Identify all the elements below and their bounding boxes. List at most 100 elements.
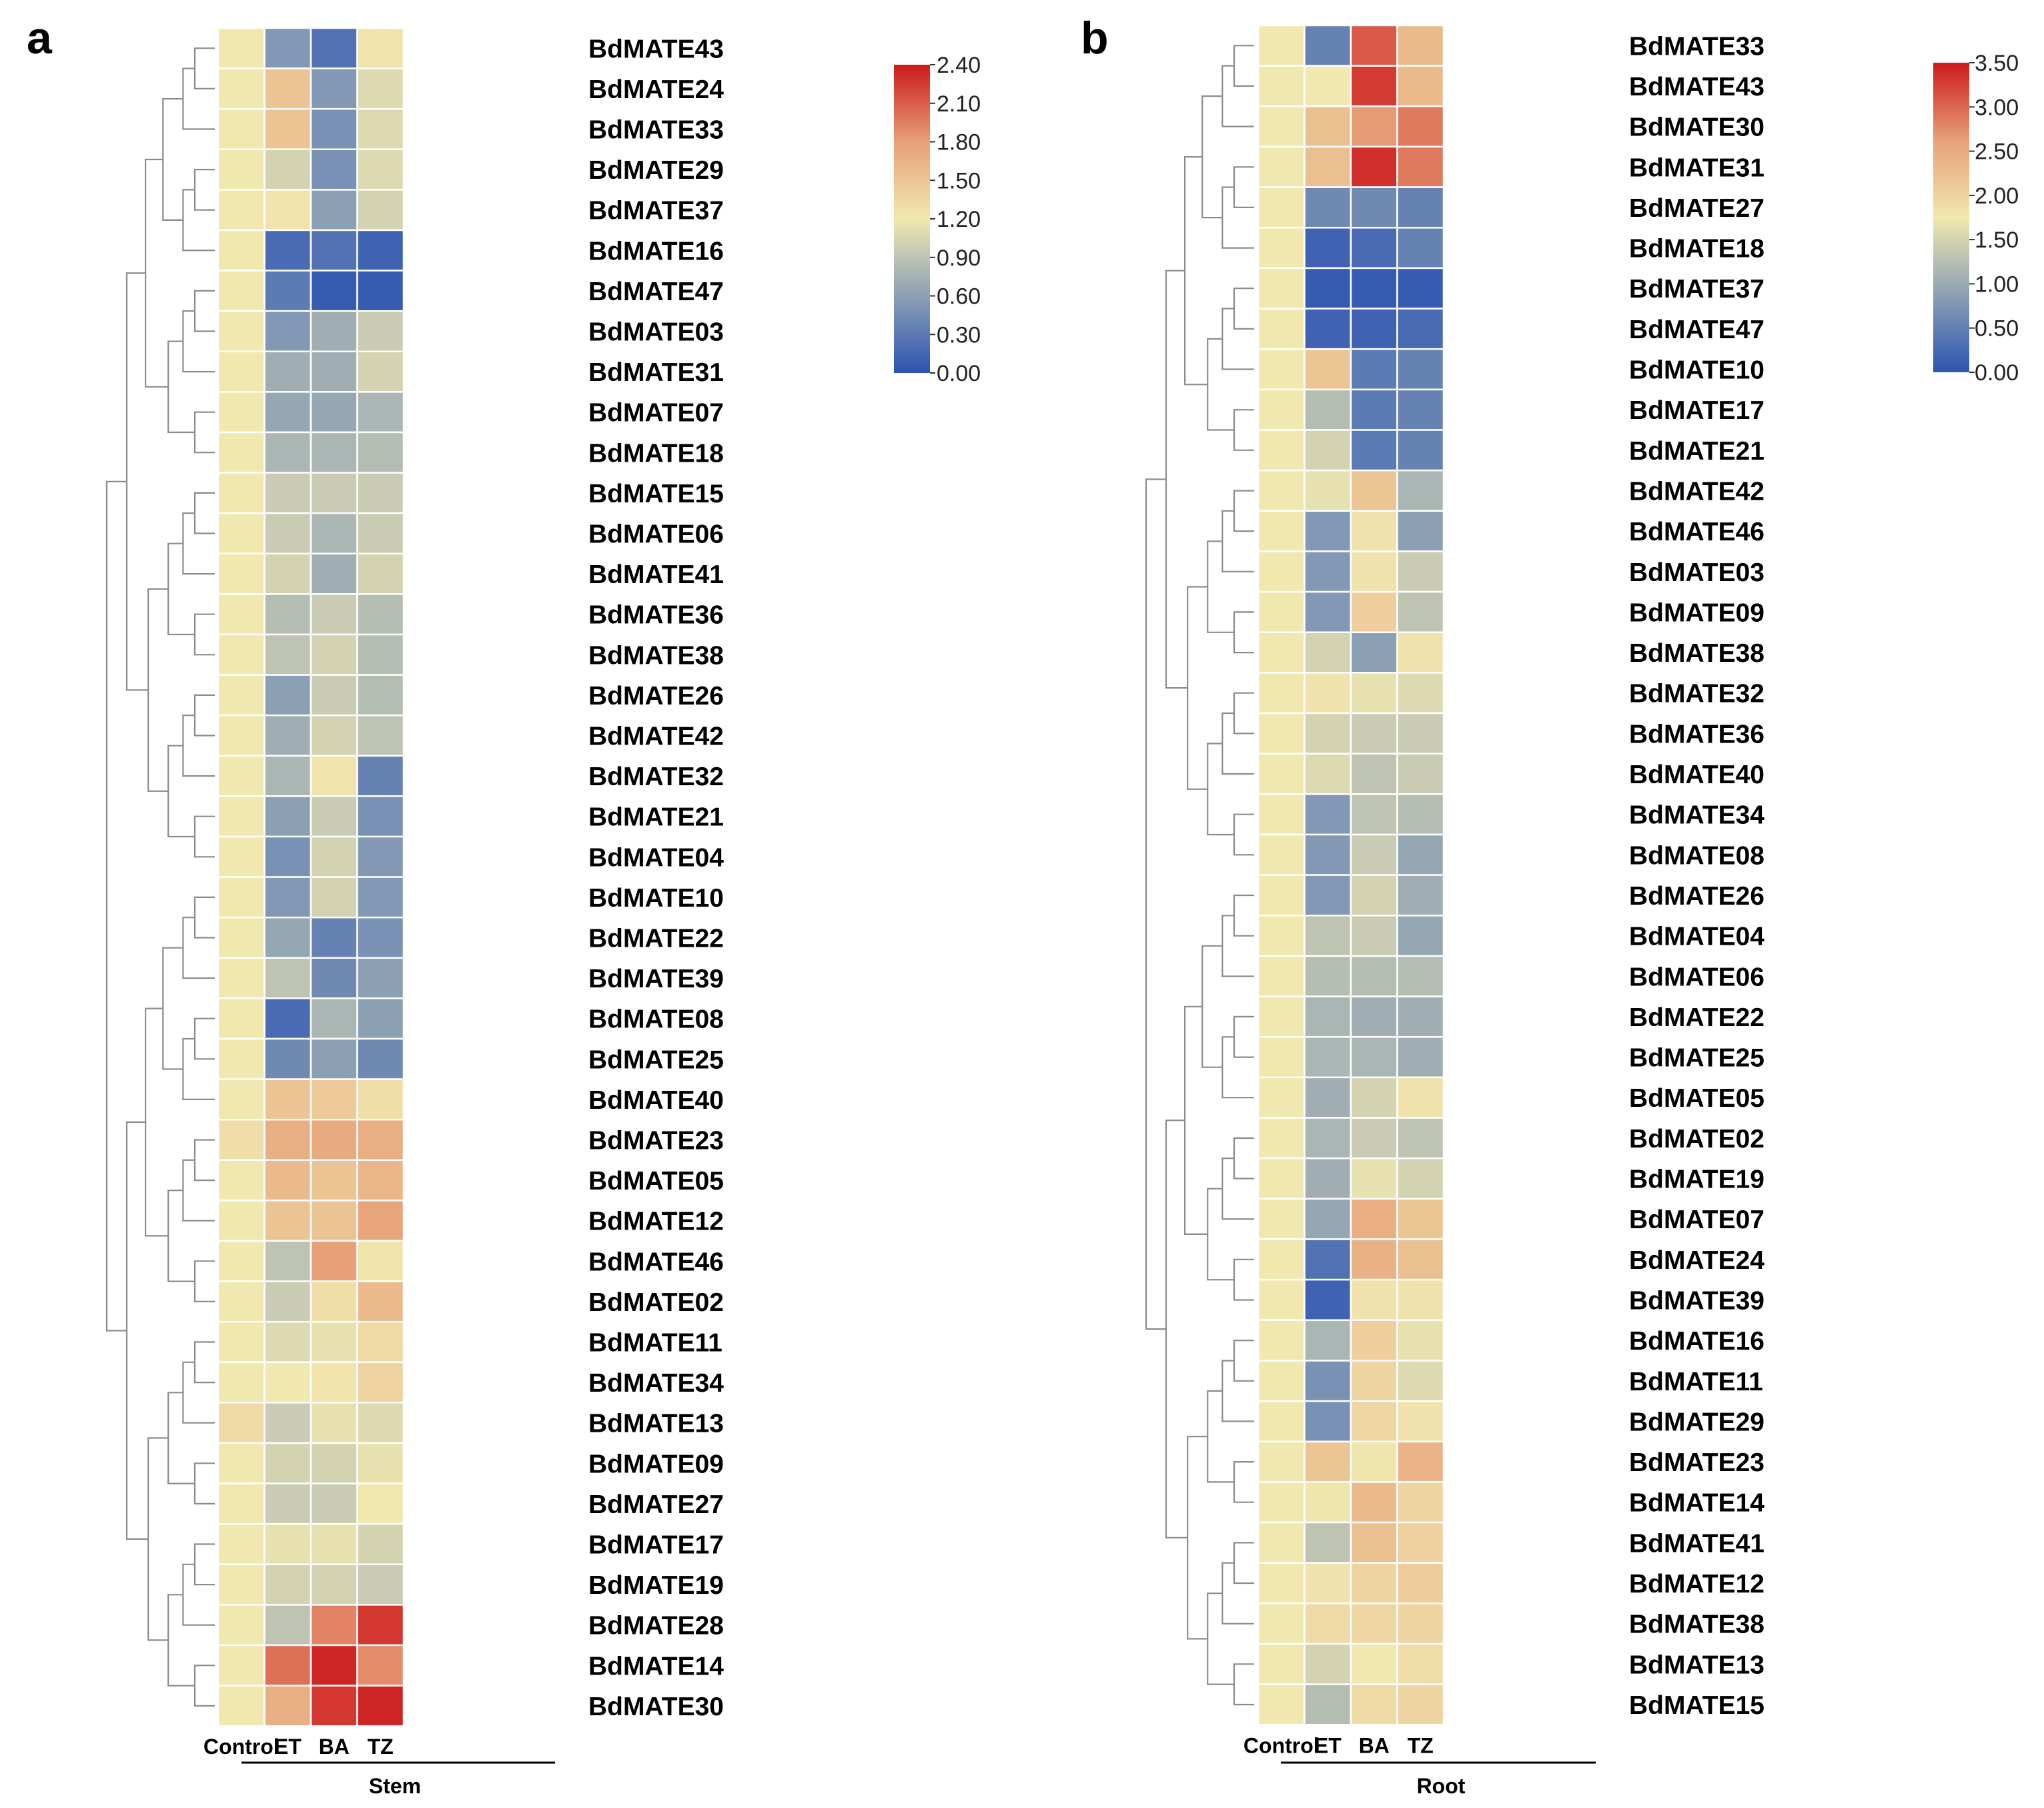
heatmap-cell: [217, 997, 266, 1040]
heatmap-cell: [1350, 1238, 1398, 1281]
heatmap-cell: [217, 835, 266, 878]
heatmap-cell: [217, 1320, 266, 1364]
heatmap-cell: [356, 391, 405, 434]
heatmap-cell: [1257, 874, 1306, 917]
heatmap-cell: [217, 270, 266, 312]
heatmap-cell: [1396, 65, 1445, 107]
heatmap-cell: [1396, 995, 1445, 1038]
row-label: BdMATE30: [1629, 113, 1764, 142]
heatmap-cell: [264, 997, 312, 1040]
heatmap-cell: [217, 1280, 266, 1323]
heatmap-cell: [1396, 1157, 1445, 1200]
heatmap-cell: [310, 1644, 358, 1687]
heatmap-cell: [1396, 1400, 1445, 1442]
row-label: BdMATE13: [1629, 1651, 1764, 1679]
heatmap-cell: [1350, 1521, 1398, 1564]
heatmap-cell: [1304, 672, 1352, 715]
heatmap-cell: [1396, 631, 1445, 674]
row-label: BdMATE02: [1629, 1125, 1764, 1154]
heatmap-cell: [310, 1118, 358, 1162]
heatmap-cell: [217, 67, 266, 110]
row-label: BdMATE37: [1629, 275, 1764, 304]
row-label: BdMATE13: [588, 1410, 724, 1438]
colorbar-tick-label: 1.80: [937, 130, 981, 155]
heatmap-cell: [264, 431, 312, 474]
row-label: BdMATE08: [1629, 841, 1764, 870]
row-label: BdMATE31: [588, 358, 724, 387]
heatmap-cell: [310, 795, 358, 838]
row-label: BdMATE07: [588, 399, 724, 428]
row-label: BdMATE18: [1629, 235, 1764, 264]
heatmap-cell: [1396, 1076, 1445, 1119]
heatmap-cell: [1304, 65, 1352, 107]
row-label: BdMATE21: [1629, 437, 1764, 466]
colorbar-tick-label: 0.50: [1975, 316, 2019, 342]
row-label: BdMATE46: [1629, 518, 1764, 546]
heatmap-cell: [217, 1522, 266, 1566]
column-label: Control: [1243, 1733, 1320, 1757]
heatmap-cell: [1304, 267, 1352, 310]
dendrogram-branch: [1145, 478, 1166, 1330]
heatmap-cell: [310, 67, 358, 110]
heatmap-cell: [1257, 1400, 1306, 1442]
heatmap-cell: [1304, 308, 1352, 350]
heatmap-cell: [1350, 1117, 1398, 1160]
heatmap-cell: [1304, 469, 1352, 512]
row-label: BdMATE06: [588, 520, 724, 549]
heatmap-cell: [264, 1159, 312, 1202]
heatmap-cell: [264, 270, 312, 312]
heatmap-cell: [264, 1482, 312, 1525]
heatmap-cell: [310, 1563, 358, 1606]
heatmap-cell: [217, 714, 266, 757]
heatmap-cell: [264, 755, 312, 797]
heatmap-cell: [1396, 186, 1445, 229]
heatmap-cell: [264, 957, 312, 999]
heatmap-cell: [1304, 1603, 1352, 1645]
heatmap-cell: [1257, 348, 1306, 391]
heatmap-cell: [264, 1563, 312, 1606]
row-label: BdMATE27: [588, 1490, 724, 1519]
heatmap-cell: [1396, 267, 1445, 310]
column-label: TZ: [368, 1735, 394, 1759]
heatmap-cell: [1350, 590, 1398, 633]
heatmap-cell: [1396, 1117, 1445, 1160]
heatmap-cell: [264, 310, 312, 353]
row-label: BdMATE09: [588, 1450, 724, 1478]
heatmap-cell: [356, 1442, 405, 1484]
heatmap-cell: [1257, 672, 1306, 715]
heatmap-cell: [1396, 712, 1445, 755]
heatmap-cell: [1257, 510, 1306, 552]
heatmap-cell: [264, 189, 312, 232]
heatmap-cell: [310, 1240, 358, 1282]
heatmap-cell: [1396, 1440, 1445, 1483]
heatmap-cell: [1257, 753, 1306, 795]
heatmap-cell: [1304, 145, 1352, 188]
row-label: BdMATE22: [588, 925, 724, 953]
heatmap-cell: [1350, 1603, 1398, 1645]
row-label: BdMATE10: [1629, 356, 1764, 385]
row-label: BdMATE11: [588, 1329, 722, 1358]
dendrogram-branch: [105, 480, 127, 1332]
row-label: BdMATE43: [1629, 73, 1764, 101]
heatmap-cell: [1257, 1562, 1306, 1605]
heatmap-cell: [1304, 510, 1352, 552]
row-label: BdMATE04: [1629, 923, 1764, 951]
row-label: BdMATE32: [588, 763, 724, 791]
row-label: BdMATE42: [1629, 478, 1764, 506]
row-label: BdMATE36: [588, 601, 724, 630]
heatmap-cell: [1257, 915, 1306, 957]
row-label: BdMATE17: [1629, 396, 1764, 425]
heatmap-cell: [217, 1604, 266, 1647]
row-label: BdMATE32: [1629, 680, 1764, 709]
heatmap-cell: [1304, 186, 1352, 229]
heatmap-cell: [1304, 1076, 1352, 1119]
heatmap-cell: [310, 350, 358, 393]
heatmap-cell: [1396, 510, 1445, 552]
heatmap-cell: [356, 1280, 405, 1323]
heatmap-cell: [1350, 469, 1398, 512]
heatmap-cell: [1396, 793, 1445, 836]
heatmap-cell: [356, 674, 405, 717]
heatmap-cell: [264, 1280, 312, 1323]
heatmap-cell: [356, 957, 405, 999]
